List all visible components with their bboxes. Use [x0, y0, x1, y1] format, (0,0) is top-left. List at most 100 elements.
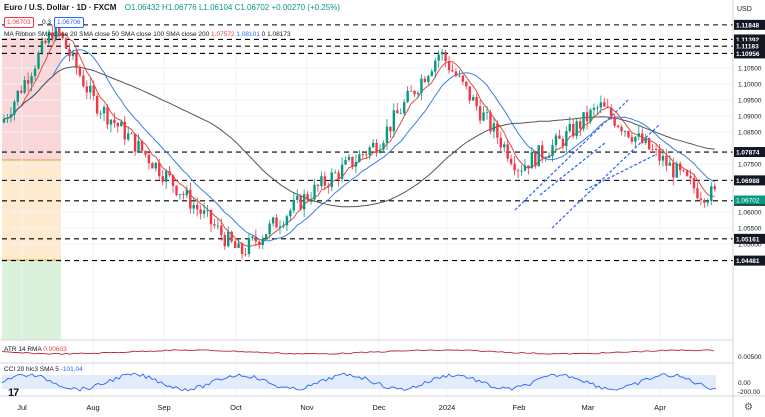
price-tick: 1.06000 — [738, 210, 762, 217]
candle-body — [371, 142, 375, 148]
candle-body — [651, 149, 654, 150]
candle-body — [475, 97, 478, 107]
candle-body — [237, 243, 240, 248]
candle-body — [506, 144, 509, 159]
sma-50-line[interactable] — [3, 49, 715, 242]
sell-button[interactable]: 1.06703 — [4, 17, 34, 28]
candle-body — [164, 171, 168, 182]
candle-body — [16, 90, 19, 102]
cci-value: -101.04 — [60, 366, 83, 373]
candle-body — [202, 210, 206, 214]
atr-tick: 0.00500 — [738, 354, 762, 361]
candle-body — [64, 38, 68, 49]
candle-body — [216, 225, 220, 227]
candle-body — [527, 165, 530, 169]
sma-20-line[interactable] — [3, 33, 715, 248]
month-label: Aug — [86, 403, 99, 412]
cci-tick: 0.00 — [738, 380, 751, 387]
candle-body — [606, 106, 609, 108]
candle-body — [682, 170, 685, 172]
candle-body — [378, 149, 382, 154]
channel-line[interactable] — [514, 99, 629, 211]
ma-ribbon-legend[interactable]: MA Ribbon SMA close 20 SMA close 50 SMA … — [4, 31, 304, 38]
candle-body — [206, 210, 209, 211]
candle-body — [37, 52, 40, 69]
candle-body — [6, 117, 9, 119]
candle-body — [271, 217, 275, 224]
cci-pane — [1, 372, 717, 392]
gear-icon[interactable]: ⚙ — [744, 402, 753, 413]
ma-value-1: 1.07572 — [211, 31, 235, 38]
candle-body — [344, 159, 347, 165]
candle-body — [154, 162, 157, 169]
candle-body — [547, 156, 551, 158]
last-price-label: 1.06702 — [736, 198, 760, 205]
candle-body — [620, 126, 623, 132]
price-tick: 1.09000 — [738, 114, 762, 121]
candle-body — [254, 236, 258, 242]
currency-label[interactable]: USD — [737, 6, 752, 13]
candle-body — [399, 113, 402, 115]
candle-body — [710, 186, 713, 201]
level-label: 1.05161 — [736, 236, 760, 243]
candle-body — [644, 138, 647, 143]
candle-body — [665, 155, 668, 166]
channel-line[interactable] — [584, 154, 656, 191]
candle-body — [54, 20, 57, 40]
candle-body — [561, 138, 565, 147]
trend-channels — [514, 99, 661, 229]
candle-body — [147, 154, 151, 164]
cci-legend[interactable]: CCI 20 hlc3 SMA 5 -101.04 — [4, 366, 83, 373]
candle-body — [623, 131, 627, 132]
candle-body — [516, 170, 520, 172]
candle-body — [416, 92, 420, 95]
buy-button[interactable]: 1.06706 — [54, 17, 84, 28]
candle-body — [468, 86, 471, 101]
candle-body — [430, 71, 433, 76]
level-badge — [734, 34, 765, 45]
candle-body — [102, 106, 106, 114]
candle-body — [133, 133, 137, 152]
channel-line[interactable] — [539, 142, 606, 196]
candle-body — [106, 106, 109, 125]
candle-body — [89, 85, 92, 93]
candle-body — [61, 32, 64, 39]
candle-body — [520, 170, 523, 172]
candle-body — [316, 184, 320, 187]
candle-body — [599, 102, 603, 108]
level-badge — [734, 19, 765, 30]
candle-body — [320, 176, 323, 187]
candle-body — [130, 133, 133, 135]
month-label: 2024 — [439, 403, 456, 412]
candle-body — [578, 121, 582, 129]
sma-200-line[interactable] — [3, 66, 715, 208]
candle-body — [2, 118, 6, 123]
tradingview-logo-icon[interactable]: 17 — [8, 387, 19, 399]
candle-body — [537, 145, 540, 167]
candle-body — [92, 85, 95, 96]
symbol-title[interactable]: Euro / U.S. Dollar · 1D · FXCM — [4, 3, 117, 12]
candle-body — [685, 170, 689, 176]
candle-body — [689, 175, 692, 179]
level-label: 1.10956 — [736, 51, 760, 58]
candle-body — [265, 234, 268, 239]
candle-body — [544, 157, 547, 159]
candle-body — [361, 154, 364, 156]
candle-body — [444, 51, 447, 62]
candle-body — [375, 142, 378, 154]
candle-body — [358, 154, 361, 162]
candle-body — [565, 131, 568, 147]
candle-body — [240, 243, 244, 254]
candle-body — [603, 102, 606, 107]
candle-body — [413, 90, 416, 95]
candle-body — [109, 119, 113, 125]
atr-legend[interactable]: ATR 14 RMA 0.00603 — [4, 346, 67, 353]
cci-tick: -200.00 — [738, 389, 760, 396]
candle-body — [268, 223, 271, 235]
candle-body — [530, 152, 534, 169]
candle-body — [420, 78, 423, 93]
candle-body — [572, 123, 575, 137]
candle-body — [199, 209, 202, 214]
candle-body — [509, 158, 513, 164]
